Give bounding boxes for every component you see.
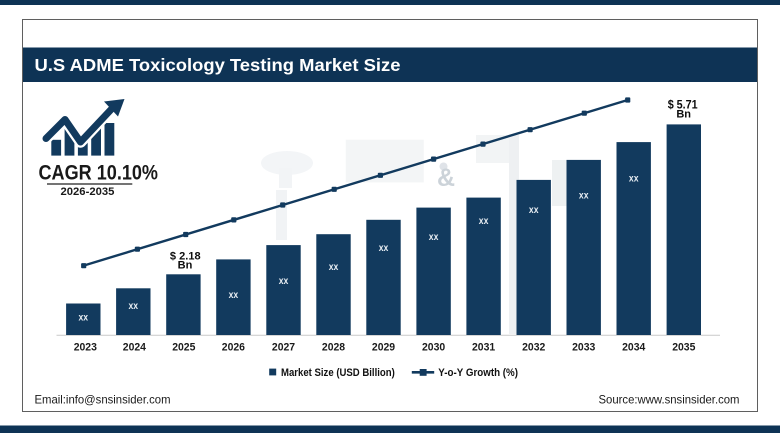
svg-text:2034: 2034	[622, 341, 646, 353]
svg-text:$ 2.18: $ 2.18	[170, 250, 201, 262]
svg-text:Bn: Bn	[676, 108, 691, 120]
svg-text:2028: 2028	[322, 341, 345, 353]
svg-text:2029: 2029	[372, 341, 395, 353]
svg-text:CAGR 10.10%: CAGR 10.10%	[39, 161, 159, 185]
svg-text:2027: 2027	[272, 341, 295, 353]
svg-text:2030: 2030	[422, 341, 445, 353]
svg-text:xx: xx	[79, 313, 89, 324]
svg-text:xx: xx	[279, 276, 289, 287]
svg-text:Y-o-Y Growth (%): Y-o-Y Growth (%)	[438, 367, 518, 379]
svg-text:Bn: Bn	[178, 260, 193, 272]
svg-text:Email:info@snsinsider.com: Email:info@snsinsider.com	[35, 392, 171, 406]
svg-text:2035: 2035	[672, 341, 695, 353]
svg-text:&: &	[437, 164, 455, 192]
svg-text:xx: xx	[629, 173, 639, 184]
svg-text:2026-2035: 2026-2035	[61, 186, 115, 198]
svg-text:xx: xx	[229, 290, 239, 301]
svg-text:U.S ADME Toxicology Testing Ma: U.S ADME Toxicology Testing Market Size	[35, 55, 401, 75]
svg-text:Market Size (USD Billion): Market Size (USD Billion)	[281, 367, 395, 379]
svg-text:2033: 2033	[572, 341, 595, 353]
svg-text:xx: xx	[129, 301, 139, 312]
svg-text:xx: xx	[379, 243, 389, 254]
svg-text:2026: 2026	[222, 341, 245, 353]
svg-text:2024: 2024	[123, 341, 147, 353]
svg-text:2032: 2032	[522, 341, 545, 353]
svg-text:xx: xx	[579, 191, 589, 202]
svg-text:$ 5.71: $ 5.71	[668, 97, 698, 111]
svg-text:xx: xx	[329, 262, 339, 273]
svg-text:2031: 2031	[472, 341, 495, 353]
svg-text:xx: xx	[529, 205, 539, 216]
svg-text:2023: 2023	[74, 341, 97, 353]
svg-text:xx: xx	[479, 216, 489, 227]
svg-text:Source:www.snsinsider.com: Source:www.snsinsider.com	[599, 392, 740, 406]
svg-text:2025: 2025	[172, 341, 195, 353]
svg-text:xx: xx	[429, 232, 439, 243]
